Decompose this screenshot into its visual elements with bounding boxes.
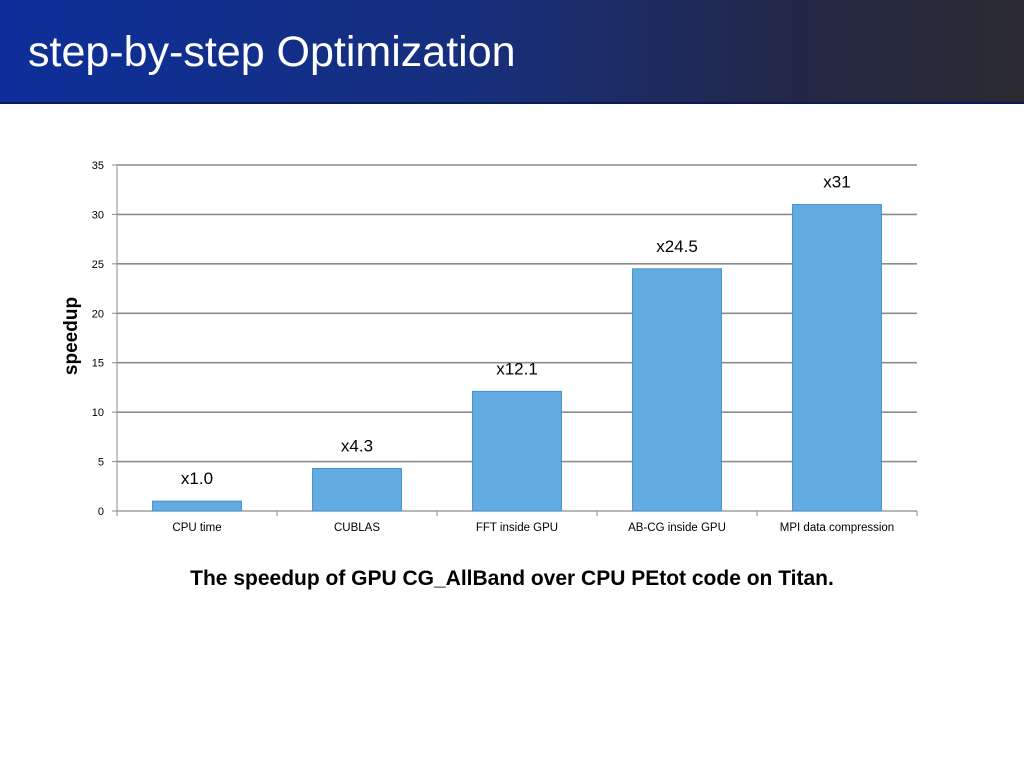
data-label: x1.0 [181,469,213,488]
bar [152,500,242,512]
bar [472,390,562,512]
x-tick-label: CPU time [172,522,221,534]
y-tick-label: 35 [92,160,104,172]
slide-title: step-by-step Optimization [28,28,516,76]
y-tick-label: 30 [92,209,104,221]
bar [632,268,722,512]
chart-container: 0 5 10 15 20 25 30 35 x1.0 CPU time x4.3 CUBLAS x12… [0,140,1024,560]
y-axis-label: speedup [61,297,82,375]
y-tick-label: 10 [92,407,104,419]
label-layer: x1.0 CPU time x4.3 CUBLAS x12.1 FFT inside GP… [172,173,894,534]
bar [312,467,402,512]
x-tick-label: MPI data compression [780,522,894,534]
x-tick-label: FFT inside GPU [476,522,558,534]
title-bar: step-by-step Optimization [0,0,1024,102]
y-tick-label: 5 [98,457,104,469]
data-label: x31 [823,173,850,192]
x-tick-label: AB-CG inside GPU [628,522,726,534]
y-tick-label: 25 [92,259,104,271]
y-tick-label: 20 [92,308,104,320]
y-tick-label: 15 [92,358,104,370]
bar [792,204,882,512]
y-tick-label: 0 [98,506,104,518]
speedup-bar-chart: 0 5 10 15 20 25 30 35 x1.0 CPU time x4.3 CUBLAS x12… [61,160,918,534]
data-label: x4.3 [341,436,373,455]
data-label: x24.5 [656,237,698,256]
x-tick-label: CUBLAS [334,522,380,534]
chart-caption: The speedup of GPU CG_AllBand over CPU P… [190,567,834,590]
bar-layer [152,204,882,512]
data-label: x12.1 [496,359,538,378]
